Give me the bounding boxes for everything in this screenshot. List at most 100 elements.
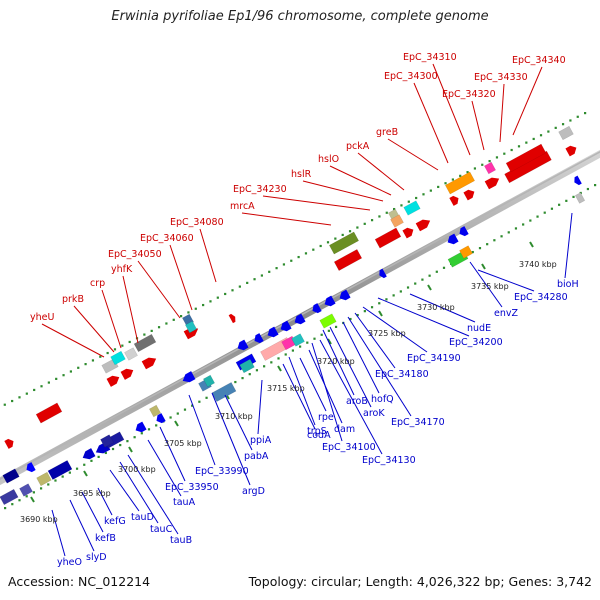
outer-reverse-track-dot [83, 463, 86, 466]
reverse-gene-25-body [319, 313, 337, 329]
reverse-gene-3-body [47, 460, 73, 480]
outer-forward-track-dot [437, 185, 440, 189]
outer-forward-track-dot [128, 340, 131, 344]
outer-forward-track-dot [370, 219, 374, 222]
outer-forward-track-dot [451, 178, 454, 181]
outer-forward-track-dot [179, 315, 183, 318]
leader-line-yhfK [122, 275, 139, 344]
scale-tick [83, 470, 88, 477]
outer-reverse-track-dot [471, 250, 474, 254]
leader-line-EpC_34060 [169, 244, 193, 311]
forward-gene-21 [184, 320, 198, 334]
topology-text: Topology: circular; Length: 4,026,322 bp… [248, 574, 592, 589]
outer-forward-track-dot [260, 274, 263, 277]
outer-forward-track-dot [253, 278, 256, 281]
forward-gene-28 [505, 143, 547, 173]
reverse-gene-label-tauA: tauA [173, 497, 196, 508]
leader-line-pabA [224, 394, 253, 451]
forward-gene-4-body [228, 313, 236, 324]
reverse-gene-label-kefB: kefB [95, 533, 116, 544]
leader-line-EpC_34050 [137, 260, 181, 319]
reverse-gene-label-EpC_34280: EpC_34280 [514, 292, 568, 303]
reverse-gene-5 [19, 483, 33, 497]
forward-gene-26-body [444, 171, 476, 195]
forward-gene-4 [228, 313, 236, 324]
reverse-gene-label-tauB: tauB [170, 535, 192, 546]
outer-reverse-track-dot [421, 278, 424, 281]
reverse-gene-6-body [82, 448, 96, 460]
reverse-gene-label-tauD: tauD [131, 512, 154, 523]
outer-forward-track-dot [532, 137, 535, 141]
outer-reverse-track-dot [241, 377, 244, 380]
reverse-gene-29 [239, 358, 255, 374]
outer-reverse-track-dot [126, 440, 129, 443]
forward-gene-17-body [110, 350, 126, 366]
reverse-gene-25 [319, 313, 337, 329]
outer-reverse-track-dot [406, 286, 410, 289]
outer-forward-track-dot [407, 200, 410, 203]
outer-forward-track-dot [55, 377, 58, 380]
leader-line-trpS [288, 356, 316, 426]
reverse-gene-0 [2, 468, 20, 484]
outer-forward-track-dot [246, 281, 249, 285]
outer-reverse-track-dot [90, 459, 93, 462]
leader-line-tauA [147, 439, 182, 497]
leader-line-layer [41, 63, 573, 557]
outer-forward-track-dot [341, 233, 344, 237]
outer-reverse-track-dot [550, 207, 554, 210]
leader-line-EpC_34280 [477, 269, 535, 292]
leader-line-prkB [73, 305, 115, 353]
outer-reverse-track-dot [104, 451, 107, 455]
outer-forward-track-dot [172, 318, 175, 321]
reverse-gene-0-body [2, 468, 20, 484]
forward-gene-29-body [558, 125, 574, 141]
reverse-gene-35 [574, 175, 582, 186]
outer-reverse-track-dot [119, 443, 122, 447]
outer-reverse-track-dot [320, 333, 323, 336]
outer-reverse-track-dot [234, 380, 237, 384]
forward-gene-6 [374, 227, 402, 249]
forward-gene-13-body [565, 145, 577, 157]
outer-reverse-track-dot [514, 227, 518, 230]
outer-forward-track-dot [91, 359, 95, 362]
reverse-gene-3 [47, 460, 73, 480]
forward-gene-3-body [183, 327, 199, 340]
leader-line-EpC_34300 [413, 82, 449, 164]
outer-reverse-track-dot [277, 357, 280, 360]
outer-forward-track-dot [304, 252, 308, 255]
forward-gene-label-greB: greB [376, 127, 398, 138]
outer-reverse-track-dot [4, 507, 7, 510]
leader-line-codA [282, 363, 316, 430]
outer-forward-track-dot [517, 145, 521, 148]
forward-gene-label-EpC_34330: EpC_34330 [474, 72, 528, 83]
forward-gene-24-body [390, 214, 404, 228]
forward-gene-0 [106, 375, 120, 387]
outer-reverse-track-dot [54, 479, 57, 482]
reverse-gene-6 [82, 448, 96, 460]
reverse-gene-label-bioH: bioH [557, 279, 579, 290]
outer-forward-track-dot [47, 381, 50, 384]
outer-reverse-track-dot [284, 353, 287, 356]
leader-line-argD [211, 392, 251, 486]
outer-forward-track-dot [481, 163, 484, 166]
map-title: Erwinia pyrifoliae Ep1/96 chromosome, co… [111, 9, 489, 24]
outer-reverse-track-dot [198, 400, 201, 403]
reverse-gene-label-aroK: aroK [363, 408, 385, 419]
leader-line-yheU [41, 323, 105, 358]
forward-gene-label-EpC_34230: EpC_34230 [233, 184, 287, 195]
outer-forward-track-dot [187, 311, 190, 314]
reverse-gene-label-nudE: nudE [467, 323, 491, 334]
leader-line-aroB [322, 329, 355, 396]
reverse-gene-11-body [148, 404, 162, 418]
leader-line-EpC_34180 [354, 312, 396, 369]
outer-reverse-track-dot [522, 223, 525, 226]
forward-gene-10-body [463, 189, 475, 201]
leader-line-kefG [97, 487, 113, 516]
reverse-gene-label-codA: codA [307, 430, 331, 441]
reverse-gene-37 [237, 339, 249, 351]
outer-forward-track-dot [525, 141, 528, 144]
outer-reverse-track-dot [442, 266, 446, 269]
outer-forward-track-dot [466, 171, 469, 174]
forward-gene-9 [449, 195, 459, 206]
